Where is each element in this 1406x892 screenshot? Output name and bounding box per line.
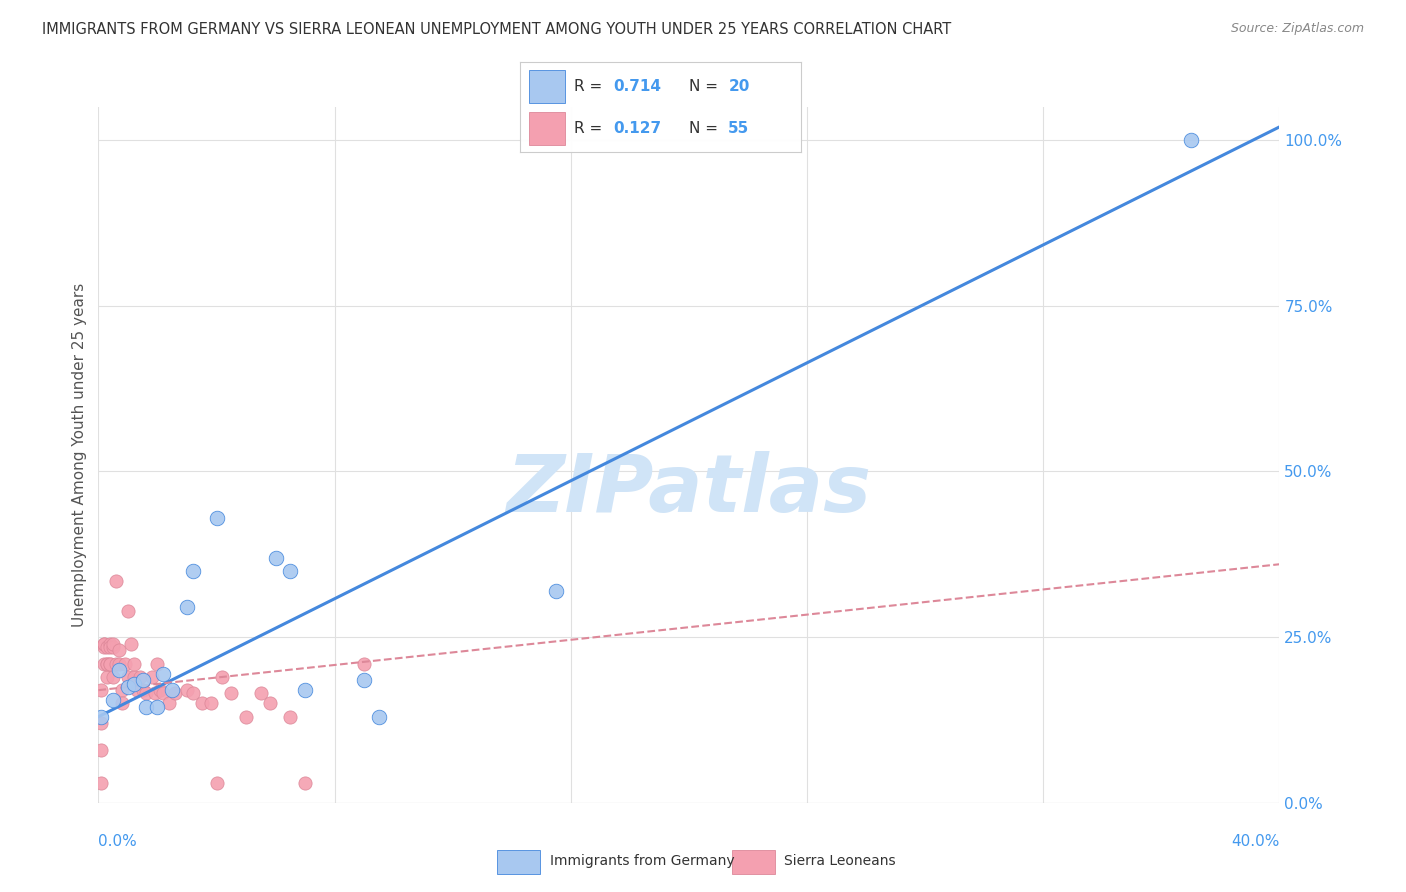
Point bbox=[546, 583, 568, 598]
Point bbox=[90, 776, 112, 790]
Point bbox=[181, 564, 204, 578]
Point bbox=[152, 666, 174, 681]
Point bbox=[117, 604, 139, 618]
Text: Source: ZipAtlas.com: Source: ZipAtlas.com bbox=[1230, 22, 1364, 36]
Point bbox=[128, 670, 150, 684]
Point bbox=[162, 683, 183, 698]
Point bbox=[1180, 133, 1202, 147]
Text: R =: R = bbox=[574, 79, 607, 94]
FancyBboxPatch shape bbox=[731, 849, 775, 874]
Point bbox=[93, 640, 115, 654]
Point bbox=[120, 637, 142, 651]
Text: N =: N = bbox=[689, 121, 723, 136]
Point bbox=[294, 776, 316, 790]
Point bbox=[264, 550, 287, 565]
Point bbox=[143, 686, 166, 700]
Point bbox=[98, 657, 121, 671]
Point bbox=[122, 670, 145, 684]
Point bbox=[132, 683, 155, 698]
Point bbox=[105, 657, 128, 671]
Point bbox=[278, 709, 302, 723]
Point bbox=[125, 683, 148, 698]
Text: IMMIGRANTS FROM GERMANY VS SIERRA LEONEAN UNEMPLOYMENT AMONG YOUTH UNDER 25 YEAR: IMMIGRANTS FROM GERMANY VS SIERRA LEONEA… bbox=[42, 22, 952, 37]
Point bbox=[103, 670, 125, 684]
Point bbox=[103, 640, 125, 654]
Text: 0.714: 0.714 bbox=[613, 79, 661, 94]
Point bbox=[111, 683, 134, 698]
Point bbox=[294, 683, 316, 698]
Point bbox=[108, 663, 131, 677]
FancyBboxPatch shape bbox=[529, 70, 565, 103]
Point bbox=[211, 670, 233, 684]
Text: 55: 55 bbox=[728, 121, 749, 136]
Point bbox=[98, 637, 121, 651]
Point bbox=[114, 657, 136, 671]
Point bbox=[96, 657, 118, 671]
Point bbox=[191, 697, 214, 711]
Point bbox=[93, 637, 115, 651]
Text: 0.0%: 0.0% bbox=[98, 834, 138, 849]
Point bbox=[146, 657, 169, 671]
Point bbox=[98, 657, 121, 671]
Point bbox=[103, 637, 125, 651]
Point bbox=[259, 697, 281, 711]
Text: 0.127: 0.127 bbox=[613, 121, 661, 136]
Point bbox=[146, 699, 169, 714]
Point bbox=[235, 709, 257, 723]
Point bbox=[368, 709, 391, 723]
Point bbox=[90, 743, 112, 757]
Point bbox=[135, 686, 157, 700]
Point bbox=[157, 697, 180, 711]
Point bbox=[353, 673, 375, 688]
Text: R =: R = bbox=[574, 121, 607, 136]
Point bbox=[176, 683, 198, 698]
Point bbox=[250, 686, 273, 700]
Point bbox=[122, 657, 145, 671]
Point bbox=[90, 683, 112, 698]
Point bbox=[111, 697, 134, 711]
Point bbox=[90, 709, 112, 723]
Point bbox=[165, 686, 187, 700]
FancyBboxPatch shape bbox=[529, 112, 565, 145]
Point bbox=[205, 511, 228, 525]
Point bbox=[90, 716, 112, 731]
Point bbox=[108, 643, 131, 657]
Point bbox=[135, 699, 157, 714]
Point bbox=[149, 683, 172, 698]
Text: Immigrants from Germany: Immigrants from Germany bbox=[550, 854, 735, 868]
Point bbox=[141, 670, 163, 684]
Point bbox=[96, 670, 118, 684]
Point bbox=[93, 637, 115, 651]
Text: Sierra Leoneans: Sierra Leoneans bbox=[785, 854, 896, 868]
Point bbox=[353, 657, 375, 671]
Point bbox=[152, 686, 174, 700]
Point bbox=[103, 693, 125, 707]
Point bbox=[122, 676, 145, 690]
Point bbox=[93, 657, 115, 671]
Point bbox=[132, 673, 155, 688]
Point bbox=[117, 670, 139, 684]
Point bbox=[96, 640, 118, 654]
Point bbox=[176, 600, 198, 615]
Point bbox=[219, 686, 242, 700]
Text: 40.0%: 40.0% bbox=[1232, 834, 1279, 849]
Point bbox=[117, 680, 139, 694]
Point bbox=[98, 640, 121, 654]
Text: 20: 20 bbox=[728, 79, 749, 94]
Y-axis label: Unemployment Among Youth under 25 years: Unemployment Among Youth under 25 years bbox=[72, 283, 87, 627]
Text: N =: N = bbox=[689, 79, 723, 94]
Point bbox=[108, 657, 131, 671]
Point bbox=[200, 697, 222, 711]
Text: ZIPatlas: ZIPatlas bbox=[506, 450, 872, 529]
Point bbox=[278, 564, 302, 578]
Point bbox=[96, 657, 118, 671]
FancyBboxPatch shape bbox=[498, 849, 540, 874]
Point bbox=[181, 686, 204, 700]
Point bbox=[205, 776, 228, 790]
Point bbox=[105, 574, 128, 588]
